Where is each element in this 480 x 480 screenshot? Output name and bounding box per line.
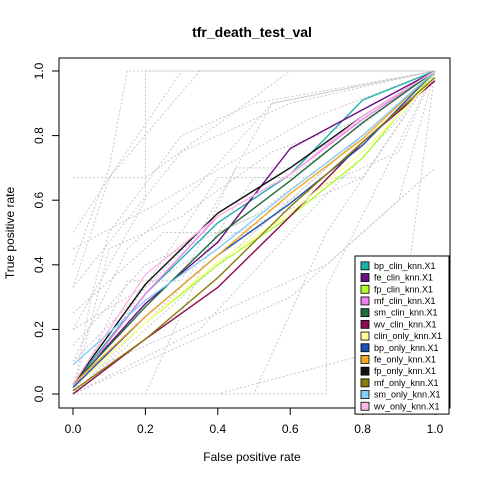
chart-title: tfr_death_test_val: [192, 24, 312, 40]
legend-label: fp_clin_knn.X1: [374, 284, 433, 294]
series-line-mf_only_knn.X1: [72, 76, 436, 392]
y-axis: 0.0 0.2 0.4 0.6 0.8 1.0: [32, 62, 60, 402]
series-line-sm_clin_knn.X1: [72, 70, 436, 385]
series-line-sm_only_knn.X1: [72, 70, 436, 366]
legend-swatch: [360, 343, 370, 353]
background-curve-21: [72, 70, 436, 250]
background-curve-6: [72, 70, 436, 288]
legend-label: mf_clin_knn.X1: [374, 296, 436, 306]
legend-box: [354, 255, 450, 415]
background-curve-22: [72, 70, 436, 395]
y-tick-label: 0.0: [32, 385, 46, 402]
y-tick-label: 0.4: [32, 256, 46, 273]
background-curve-12: [73, 70, 436, 395]
x-tick-label: 0.2: [137, 422, 154, 436]
series-line-wv_only_knn.X1: [72, 70, 436, 385]
legend-label: fe_only_knn.X1: [374, 354, 436, 364]
legend-swatch: [360, 331, 370, 341]
legend-swatch: [360, 355, 370, 364]
background-curve-18: [72, 70, 435, 265]
background-curve-23: [73, 70, 436, 395]
x-axis-label: False positive rate: [203, 450, 301, 464]
background-curve-15: [72, 70, 436, 346]
legend-label: fe_clin_knn.X1: [374, 273, 433, 283]
legend-swatch: [360, 378, 370, 388]
background-curve-9: [72, 70, 436, 395]
legend-label: bp_clin_knn.X1: [374, 261, 436, 271]
y-axis-label: True positive rate: [3, 187, 17, 280]
legend-label: sm_clin_knn.X1: [374, 308, 438, 318]
legend-label: mf_only_knn.X1: [374, 378, 439, 388]
y-tick-label: 0.2: [32, 321, 46, 338]
legend-swatch: [360, 366, 370, 376]
y-tick-label: 0.8: [32, 127, 46, 144]
legend-label: fp_only_knn.X1: [374, 366, 436, 376]
legend-label: clin_only_knn.X1: [374, 331, 442, 341]
background-curve-19: [72, 70, 436, 330]
legend-label: bp_only_knn.X1: [374, 343, 439, 353]
background-curve-20: [72, 70, 436, 363]
legend-swatch: [360, 308, 370, 318]
legend-swatch: [360, 401, 370, 411]
y-tick-label: 1.0: [32, 62, 46, 79]
background-curve-4: [72, 70, 435, 233]
legend-swatch: [360, 390, 370, 399]
legend-swatch: [360, 273, 370, 282]
background-curve-0: [73, 70, 435, 179]
legend-swatch: [360, 296, 370, 306]
y-tick-label: 0.6: [32, 192, 46, 209]
roc-series-group: [72, 70, 436, 395]
legend-swatch: [360, 284, 370, 294]
legend-label: wv_only_knn.X1: [373, 401, 440, 411]
legend: bp_clin_knn.X1 fe_clin_knn.X1fp_clin_knn.…: [354, 255, 450, 415]
legend-label: sm_only_knn.X1: [374, 390, 441, 400]
background-curve-14: [72, 70, 436, 379]
x-tick-label: 1.0: [427, 422, 444, 436]
legend-label: wv_clin_knn.X1: [373, 319, 437, 329]
series-line-fe_only_knn.X1: [72, 70, 436, 385]
legend-swatch: [360, 319, 370, 329]
legend-swatch: [360, 261, 370, 271]
x-tick-label: 0.6: [282, 422, 299, 436]
x-tick-label: 0.0: [65, 422, 82, 436]
series-line-clin_only_knn.X1: [72, 77, 436, 389]
background-curve-13: [73, 70, 436, 395]
x-tick-label: 0.4: [209, 422, 226, 436]
x-tick-label: 0.8: [354, 422, 371, 436]
background-curve-3: [72, 70, 436, 395]
